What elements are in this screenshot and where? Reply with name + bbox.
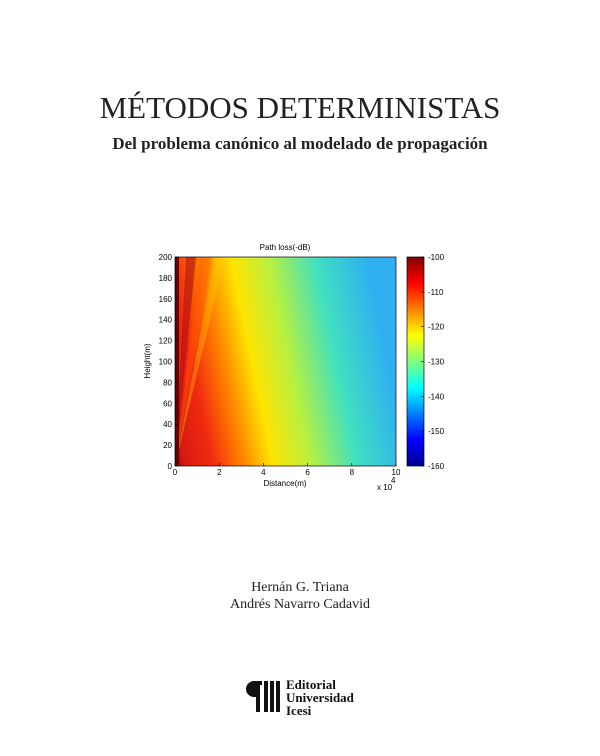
heatmap-band [175, 257, 212, 466]
colorbar-tick-label: -110 [428, 288, 444, 297]
x-tick-label: 10 [392, 468, 401, 477]
author: Andrés Navarro Cadavid [230, 597, 370, 612]
colorbar-tick-label: -150 [428, 427, 445, 436]
y-tick-label: 160 [159, 295, 173, 304]
x-axis-label: Distance(m) [263, 479, 306, 488]
y-tick-label: 40 [163, 420, 172, 429]
x-tick-label: 0 [173, 468, 178, 477]
y-axis-label: Height(m) [143, 343, 152, 378]
x-multiplier: x 10 [377, 483, 393, 492]
publisher-line: Icesi [286, 703, 312, 718]
chart-title: Path loss(-dB) [260, 243, 311, 252]
chart: Path loss(-dB) Distance(m) Height(m) x 1… [143, 243, 445, 492]
title: MÉTODOS DETERMINISTAS [100, 90, 501, 125]
y-tick-label: 60 [163, 399, 172, 408]
colorbar-tick-label: -100 [428, 253, 445, 262]
heatmap-band [175, 257, 225, 466]
y-tick-label: 200 [159, 253, 173, 262]
colorbar-tick-label: -130 [428, 358, 445, 367]
publisher-logo [246, 681, 280, 712]
y-tick-label: 20 [163, 441, 172, 450]
x-tick-label: 4 [261, 468, 266, 477]
y-tick-label: 100 [159, 358, 173, 367]
colorbar-tick-label: -120 [428, 323, 445, 332]
heatmap-field [175, 257, 396, 466]
heatmap-band [175, 257, 196, 466]
publisher-line: Editorial [286, 677, 336, 692]
publisher-line: Universidad [286, 690, 355, 705]
y-tick-label: 120 [159, 337, 173, 346]
y-tick-label: 0 [168, 462, 173, 471]
colorbar-tick-label: -140 [428, 392, 445, 401]
y-tick-label: 80 [163, 378, 172, 387]
y-tick-label: 140 [159, 316, 173, 325]
x-tick-label: 8 [350, 468, 355, 477]
colorbar-tick-label: -160 [428, 462, 445, 471]
x-multiplier-exponent: 4 [391, 476, 396, 485]
y-tick-label: 180 [159, 274, 173, 283]
author: Hernán G. Triana [251, 580, 349, 595]
subtitle: Del problema canónico al modelado de pro… [112, 134, 488, 153]
x-tick-label: 6 [305, 468, 310, 477]
x-tick-label: 2 [217, 468, 222, 477]
